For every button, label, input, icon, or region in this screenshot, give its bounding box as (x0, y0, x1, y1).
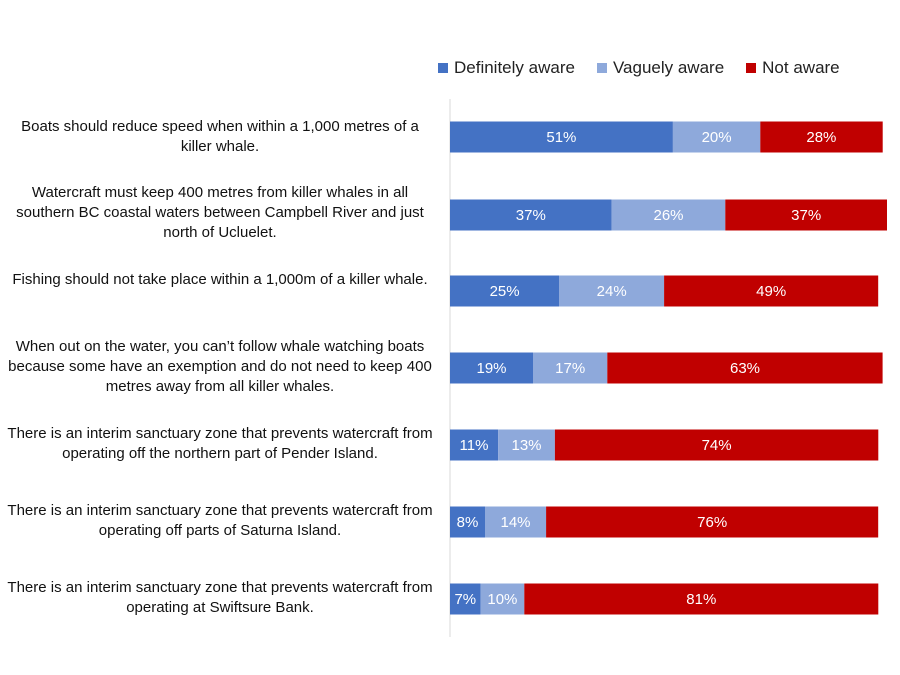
data-label: 17% (555, 360, 585, 377)
bar-definitely-aware (450, 275, 560, 307)
category-label: Fishing should not take place within a 1… (12, 271, 428, 288)
category-label: When out on the water, you can’t follow … (8, 338, 432, 395)
category-label: There is an interim sanctuary zone that … (7, 425, 433, 462)
legend-swatch-vaguely-aware (596, 63, 607, 73)
data-label: 24% (597, 283, 627, 300)
data-label: 81% (686, 591, 716, 608)
data-label: 8% (457, 514, 479, 531)
bar-not-aware (760, 121, 883, 153)
bar-definitely-aware (450, 583, 481, 615)
legend-item-vaguely-aware: Vaguely aware (596, 58, 725, 78)
bar-definitely-aware (450, 506, 485, 538)
data-label: 10% (487, 591, 517, 608)
legend-label-not-aware: Not aware (762, 58, 840, 77)
legend-swatch-definitely-aware (438, 63, 448, 73)
category-label: Watercraft must keep 400 metres from kil… (16, 184, 424, 241)
category-label: Boats should reduce speed when within a … (21, 118, 419, 155)
category-label: There is an interim sanctuary zone that … (7, 579, 433, 616)
bar-vaguely-aware (672, 121, 761, 153)
legend: Definitely aware Vaguely aware Not aware (438, 58, 840, 78)
data-label: 74% (702, 437, 732, 454)
category-label: There is an interim sanctuary zone that … (7, 502, 433, 539)
data-label: 26% (653, 207, 683, 224)
data-label: 37% (516, 207, 546, 224)
bar-not-aware (725, 199, 887, 231)
data-label: 51% (546, 129, 576, 146)
data-label: 13% (511, 437, 541, 454)
legend-item-definitely-aware: Definitely aware (438, 58, 575, 78)
data-label: 7% (454, 591, 476, 608)
bar-vaguely-aware (533, 352, 608, 384)
bar-vaguely-aware (485, 506, 547, 538)
data-label: 19% (476, 360, 506, 377)
data-label: 63% (730, 360, 760, 377)
bar-not-aware (524, 583, 879, 615)
bar-definitely-aware (450, 199, 612, 231)
bar-not-aware (664, 275, 879, 307)
bar-definitely-aware (450, 429, 499, 461)
bar-not-aware (546, 506, 879, 538)
legend-swatch-not-aware (746, 63, 757, 73)
data-label: 20% (702, 129, 732, 146)
data-label: 76% (697, 514, 727, 531)
bar-vaguely-aware (559, 275, 665, 307)
bar-vaguely-aware (480, 583, 525, 615)
data-label: 28% (806, 129, 836, 146)
bar-definitely-aware (450, 121, 673, 153)
bar-vaguely-aware (611, 199, 726, 231)
legend-item-not-aware: Not aware (746, 58, 840, 78)
data-label: 25% (490, 283, 520, 300)
bar-not-aware (607, 352, 883, 384)
bar-vaguely-aware (498, 429, 555, 461)
data-label: 14% (500, 514, 530, 531)
data-label: 49% (756, 283, 786, 300)
data-label: 11% (460, 437, 489, 454)
legend-label-vaguely-aware: Vaguely aware (612, 58, 725, 77)
bar-definitely-aware (450, 352, 533, 384)
bar-not-aware (554, 429, 879, 461)
data-label: 37% (791, 207, 821, 224)
legend-label-definitely-aware: Definitely aware (454, 58, 575, 77)
